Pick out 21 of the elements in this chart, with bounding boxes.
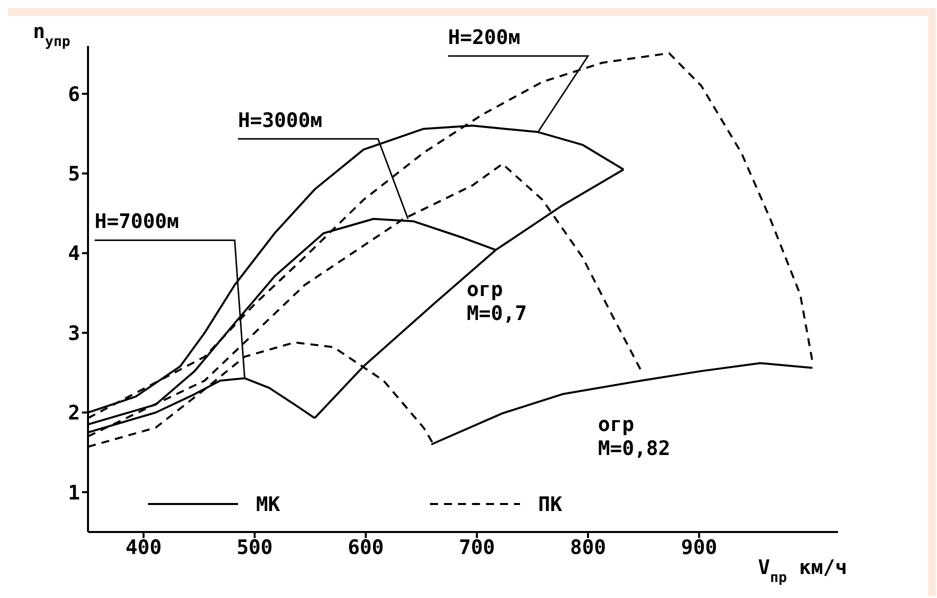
annotation: огр M=0,7 (466, 277, 527, 325)
x-axis-title: V$_{пр}$ км/ч (758, 555, 848, 586)
x-tick-label: 600 (348, 535, 384, 560)
legend-label: МК (256, 492, 280, 516)
y-tick-label: 4 (68, 241, 80, 266)
x-tick-label: 400 (125, 535, 162, 560)
y-tick-label: 2 (68, 400, 80, 425)
y-tick-label: 1 (68, 480, 80, 504)
annotation: H=3000м (238, 108, 322, 132)
annotation: H=200м (448, 25, 520, 50)
x-tick-label: 700 (458, 535, 495, 560)
y-tick-label: 5 (68, 162, 80, 186)
y-axis-title: n$_{yпр}$ (33, 19, 70, 50)
x-tick-label: 800 (570, 535, 606, 560)
legend-label: ПК (538, 492, 562, 516)
annotation: H=7000м (94, 209, 179, 234)
annotation: огр M=0,82 (598, 412, 670, 460)
y-tick-label: 6 (68, 82, 80, 106)
x-tick-label: 900 (681, 535, 718, 560)
y-tick-label: 3 (68, 320, 80, 345)
x-tick-label: 500 (236, 535, 273, 560)
